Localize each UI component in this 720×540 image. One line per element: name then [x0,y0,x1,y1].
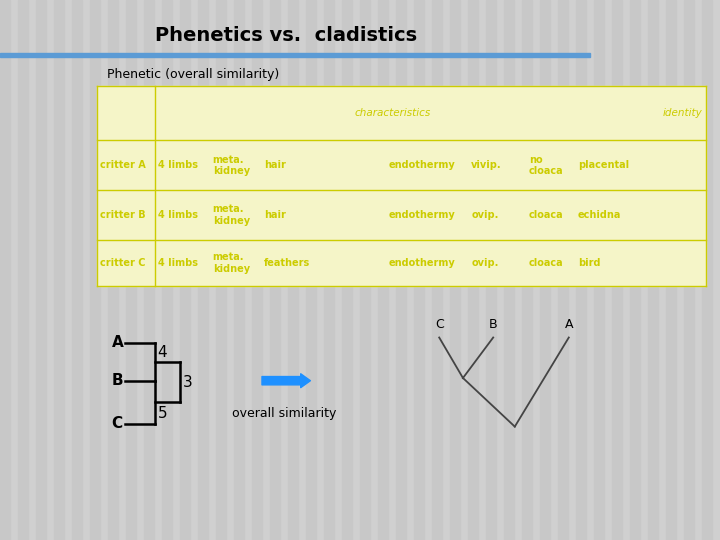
Bar [378,0,388,540]
Text: ovip.: ovip. [471,258,498,268]
Text: endothermy: endothermy [389,210,456,220]
Bar [630,0,640,540]
Bar [324,0,334,540]
Text: Phenetics vs.  cladistics: Phenetics vs. cladistics [155,25,417,45]
Bar [144,0,154,540]
Bar [108,0,118,540]
Bar [0,53,590,57]
Bar [36,0,46,540]
Bar [198,0,208,540]
Bar [97,86,706,286]
Bar [162,0,172,540]
Text: cloaca: cloaca [529,258,564,268]
Text: critter B: critter B [100,210,145,220]
Bar [414,0,424,540]
Bar [450,0,460,540]
Bar [612,0,622,540]
Text: 4 limbs: 4 limbs [158,258,198,268]
Text: echidna: echidna [577,210,621,220]
Text: 4 limbs: 4 limbs [158,160,198,170]
Text: hair: hair [264,160,287,170]
Bar [432,0,442,540]
Bar [648,0,658,540]
Bar [288,0,298,540]
Bar [216,0,226,540]
Text: overall similarity: overall similarity [233,407,336,420]
Text: 4 limbs: 4 limbs [158,210,198,220]
Text: C: C [435,318,444,331]
FancyArrowPatch shape [262,374,310,388]
Bar [522,0,532,540]
Bar [702,0,712,540]
Text: vivip.: vivip. [471,160,502,170]
Text: endothermy: endothermy [389,258,456,268]
Text: critter C: critter C [100,258,145,268]
Text: meta.
kidney: meta. kidney [212,252,250,274]
Text: B: B [489,318,498,331]
Text: A: A [112,335,123,350]
Bar [126,0,136,540]
Bar [18,0,28,540]
Text: B: B [112,373,123,388]
Bar [180,0,190,540]
Bar [504,0,514,540]
Bar [666,0,676,540]
Bar [342,0,352,540]
Bar [396,0,406,540]
Bar [576,0,586,540]
Text: 3: 3 [183,375,193,389]
Bar [468,0,478,540]
Text: no
cloaca: no cloaca [529,154,564,176]
Bar [558,0,568,540]
Text: A: A [564,318,573,331]
Text: identity: identity [662,109,702,118]
Text: ovip.: ovip. [471,210,498,220]
Bar [306,0,316,540]
Bar [234,0,244,540]
Text: 5: 5 [158,406,167,421]
Text: feathers: feathers [264,258,310,268]
Bar [252,0,262,540]
Text: meta.
kidney: meta. kidney [212,154,250,176]
Bar [72,0,82,540]
Bar [54,0,64,540]
Text: Phenetic (overall similarity): Phenetic (overall similarity) [107,68,279,81]
Text: placental: placental [577,160,629,170]
Text: 4: 4 [158,345,167,360]
Bar [0,0,10,540]
Bar [90,0,100,540]
Bar [360,0,370,540]
Bar [270,0,280,540]
Text: C: C [112,416,122,431]
Text: characteristics: characteristics [354,109,431,118]
Text: bird: bird [577,258,600,268]
Text: endothermy: endothermy [389,160,456,170]
Bar [684,0,694,540]
Bar [540,0,550,540]
Bar [594,0,604,540]
Text: meta.
kidney: meta. kidney [212,205,250,226]
Text: critter A: critter A [100,160,146,170]
Text: cloaca: cloaca [529,210,564,220]
Text: hair: hair [264,210,287,220]
Bar [486,0,496,540]
